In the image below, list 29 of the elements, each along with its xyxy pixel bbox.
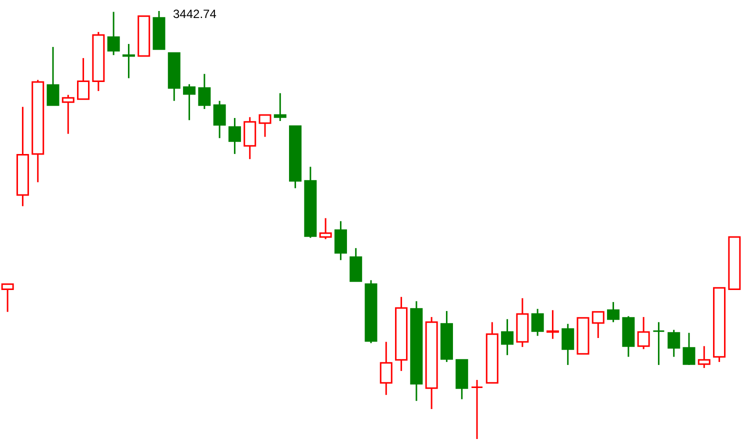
candlestick bbox=[213, 100, 226, 139]
candlestick bbox=[334, 220, 347, 261]
candlestick bbox=[531, 308, 544, 337]
candlestick bbox=[62, 94, 74, 135]
candlestick bbox=[652, 321, 665, 366]
candlestick bbox=[350, 247, 362, 282]
candlestick bbox=[470, 379, 484, 440]
candlestick bbox=[562, 323, 574, 366]
candlestick bbox=[244, 116, 256, 160]
annotation: 3442.74 bbox=[173, 7, 217, 21]
candlestick bbox=[77, 57, 90, 100]
candlestick bbox=[592, 311, 604, 339]
candlestick bbox=[698, 345, 710, 369]
candlestick bbox=[46, 46, 60, 106]
candlestick bbox=[501, 318, 514, 356]
candlestick bbox=[319, 217, 332, 240]
candlestick bbox=[546, 309, 559, 340]
candlestick bbox=[198, 73, 211, 110]
candlestick bbox=[668, 329, 680, 358]
candlestick bbox=[380, 341, 392, 396]
candlestick bbox=[228, 117, 241, 155]
candlestick bbox=[122, 43, 135, 79]
candlestick bbox=[107, 11, 120, 56]
candlestick bbox=[607, 301, 620, 323]
candlestick bbox=[183, 83, 196, 121]
candlestick bbox=[258, 114, 272, 138]
candlestick bbox=[274, 92, 286, 122]
candlestick bbox=[682, 332, 696, 366]
candlestick bbox=[637, 316, 650, 350]
